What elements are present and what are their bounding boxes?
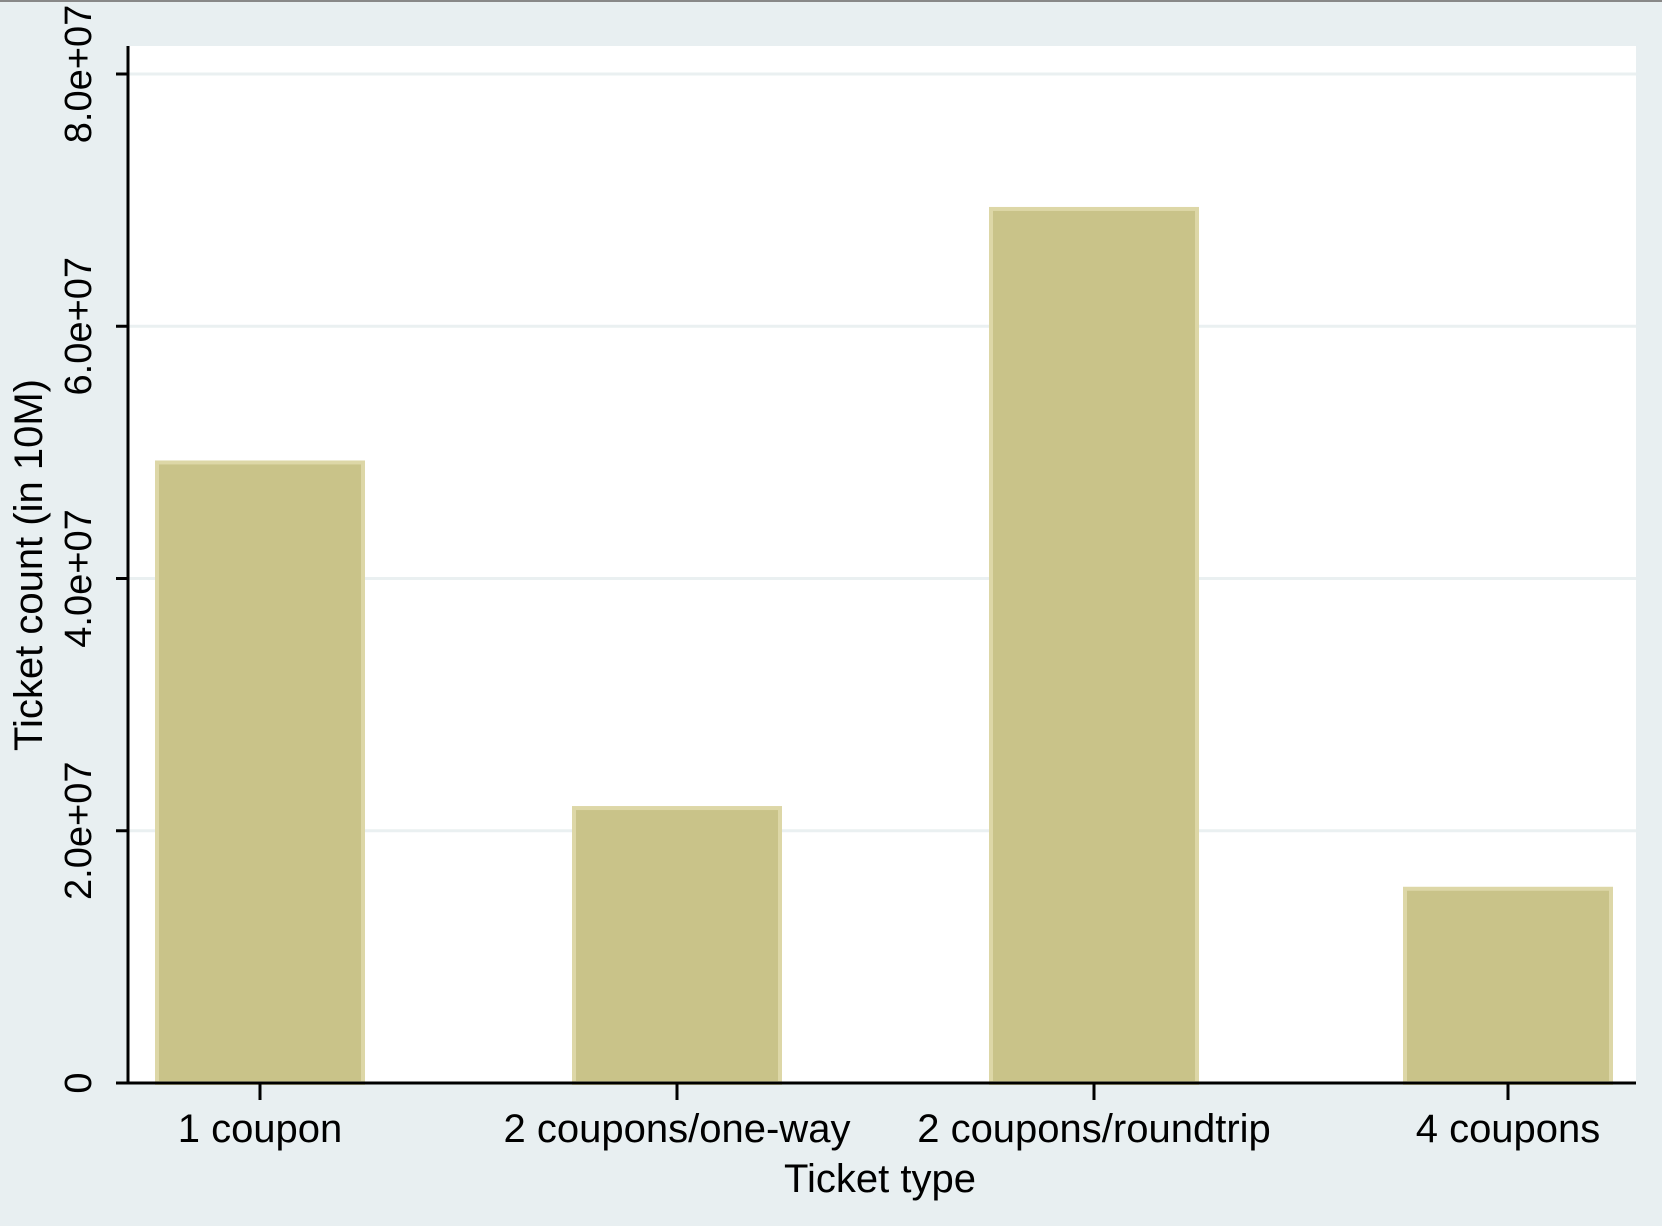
x-tick-label: 1 coupon <box>178 1107 343 1151</box>
y-tick-label: 2.0e+07 <box>58 762 100 900</box>
bar <box>155 460 365 1085</box>
bar <box>572 806 782 1085</box>
bar <box>989 206 1199 1086</box>
y-ticks: 0 2.0e+07 4.0e+07 6.0e+07 8.0e+07 <box>58 5 128 1094</box>
y-tick-label: 0 <box>58 1072 100 1093</box>
plot-area <box>128 46 1636 1084</box>
x-tick-label: 4 coupons <box>1416 1107 1601 1151</box>
y-tick-label: 6.0e+07 <box>58 257 100 395</box>
y-axis-title: Ticket count (in 10M) <box>7 379 51 751</box>
x-ticks: 1 coupon 2 coupons/one-way 2 coupons/round… <box>178 1083 1601 1151</box>
bars <box>155 206 1613 1086</box>
x-tick-label: 2 coupons/roundtrip <box>917 1107 1271 1151</box>
axes <box>126 46 1636 1085</box>
x-axis-title: Ticket type <box>784 1157 976 1201</box>
y-tick-label: 8.0e+07 <box>58 5 100 143</box>
bar <box>1403 886 1613 1086</box>
x-tick-label: 2 coupons/one-way <box>504 1107 851 1151</box>
y-tick-label: 4.0e+07 <box>58 509 100 647</box>
gridlines <box>128 72 1636 833</box>
